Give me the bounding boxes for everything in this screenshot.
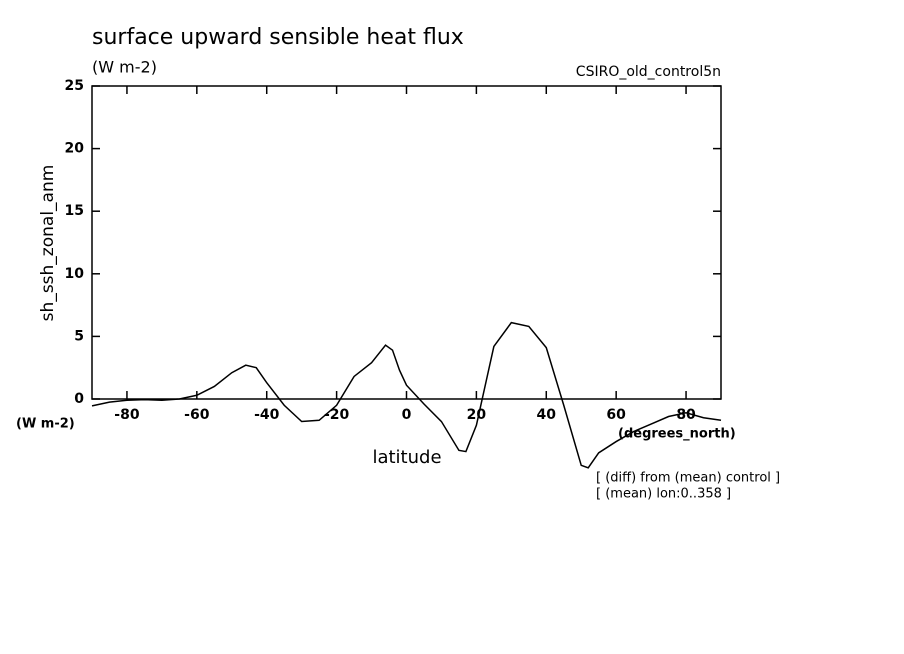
note: [ (diff) from (mean) control ]: [596, 471, 780, 486]
data-line: [91, 321, 722, 469]
x-tick-label: 0: [402, 407, 412, 423]
x-tick-label: 60: [606, 407, 626, 423]
x-tick-label: 20: [467, 407, 487, 423]
x-tick-label: -20: [324, 407, 350, 423]
y-tick-label: 10: [65, 266, 85, 282]
y-units: (W m-2): [16, 417, 75, 432]
x-tick-label: -80: [114, 407, 140, 423]
y-tick-label: 15: [65, 203, 84, 219]
y-tick-label: 5: [74, 328, 84, 344]
y-tick-label: 0: [74, 391, 84, 407]
x-tick-label: 40: [537, 407, 557, 423]
x-axis-label: latitude: [372, 447, 441, 468]
x-tick-label: -60: [184, 407, 210, 423]
note: [ (mean) lon:0..358 ]: [596, 487, 731, 502]
y-tick-label: 25: [65, 78, 84, 94]
dataset-label: CSIRO_old_control5n: [576, 64, 721, 80]
y-tick-label: 20: [65, 141, 85, 157]
x-tick-label: -40: [254, 407, 280, 423]
chart-subtitle: (W m-2): [92, 58, 157, 77]
y-axis-label: sh_ssh_zonal_anm: [38, 165, 58, 322]
chart-title: surface upward sensible heat flux: [92, 25, 464, 50]
x-units: (degrees_north): [618, 427, 736, 442]
x-tick-label: 80: [676, 407, 696, 423]
